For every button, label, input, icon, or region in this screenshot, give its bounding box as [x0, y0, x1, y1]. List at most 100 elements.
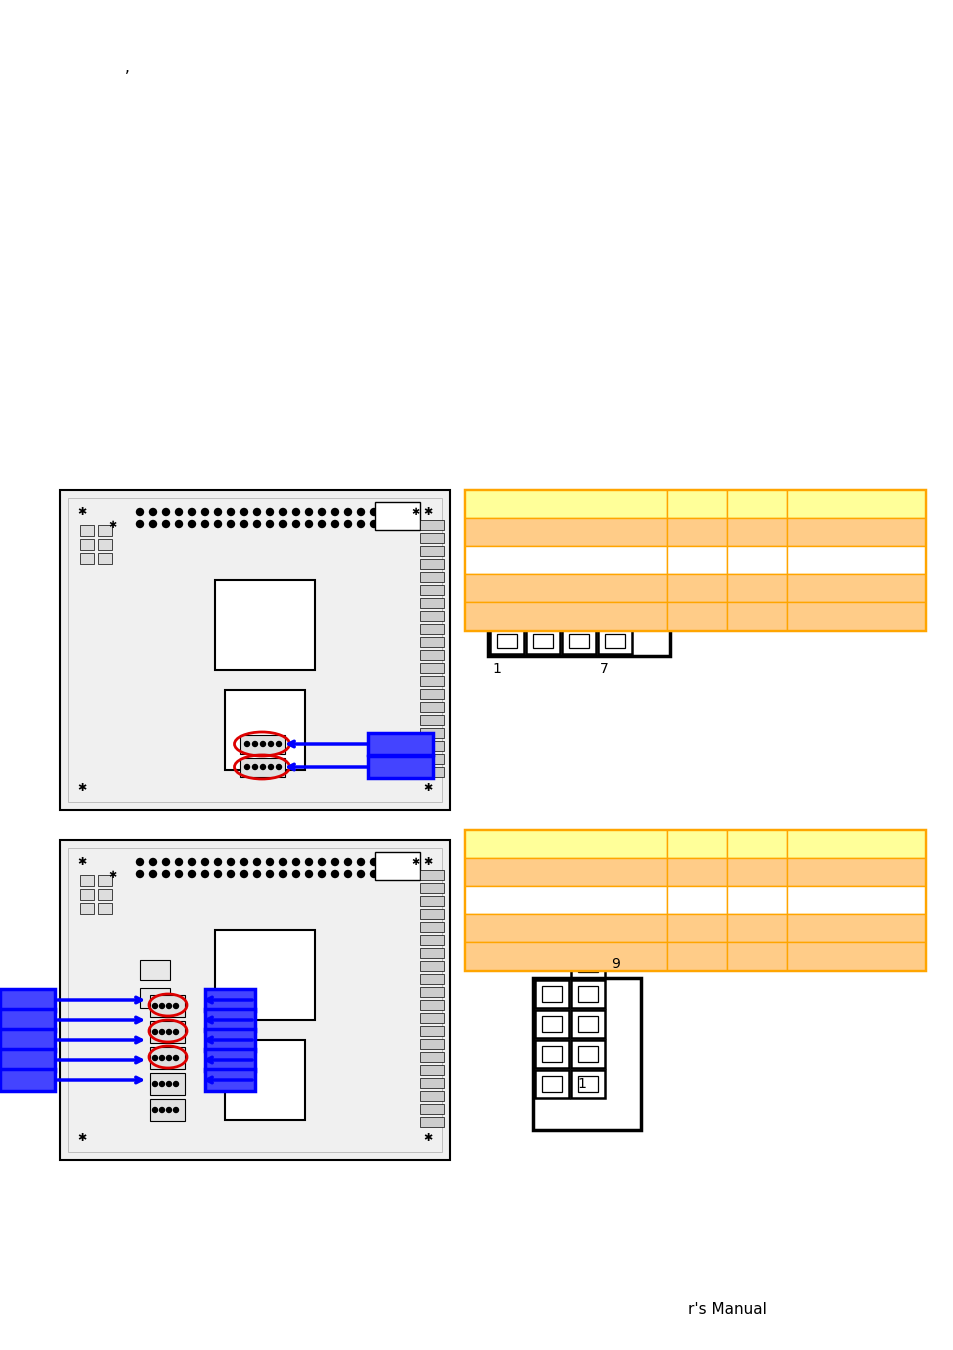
Bar [640, 606, 659, 620]
Circle shape [344, 521, 351, 528]
Text: ✱: ✱ [423, 508, 433, 517]
Bar [786, 545, 924, 574]
Bar [419, 1104, 443, 1114]
Circle shape [383, 509, 390, 516]
Bar [419, 624, 443, 634]
Circle shape [370, 509, 377, 516]
Circle shape [240, 521, 247, 528]
Bar [667, 914, 726, 942]
Circle shape [260, 741, 265, 747]
Circle shape [253, 509, 260, 516]
Circle shape [189, 521, 195, 528]
Circle shape [175, 521, 182, 528]
Bar [0, 990, 55, 1011]
Text: ✱: ✱ [411, 508, 418, 517]
Bar [634, 599, 667, 626]
Bar [488, 598, 669, 656]
Circle shape [260, 764, 265, 769]
Circle shape [253, 859, 260, 865]
Bar [419, 1116, 443, 1127]
Bar [464, 942, 667, 971]
Bar [60, 490, 450, 810]
Circle shape [201, 859, 209, 865]
Bar [419, 987, 443, 998]
Bar [419, 702, 443, 711]
Circle shape [150, 521, 156, 528]
Circle shape [305, 521, 313, 528]
Circle shape [305, 859, 313, 865]
Circle shape [189, 859, 195, 865]
Bar [80, 890, 94, 900]
Bar [667, 490, 726, 518]
Circle shape [240, 509, 247, 516]
Bar [490, 628, 523, 653]
Circle shape [214, 509, 221, 516]
Circle shape [214, 859, 221, 865]
Bar [726, 602, 786, 630]
Circle shape [318, 521, 325, 528]
Bar [571, 1010, 604, 1038]
Bar [98, 875, 112, 886]
Bar [786, 914, 924, 942]
Bar [150, 995, 185, 1017]
Circle shape [136, 871, 143, 878]
Circle shape [293, 509, 299, 516]
Bar [419, 1091, 443, 1102]
Bar [786, 574, 924, 602]
Circle shape [136, 859, 143, 865]
Circle shape [227, 521, 234, 528]
Bar [533, 977, 640, 1130]
Circle shape [162, 871, 170, 878]
Circle shape [318, 871, 325, 878]
Bar [464, 859, 667, 886]
Bar [419, 716, 443, 725]
Bar [419, 649, 443, 660]
Bar [225, 1040, 305, 1120]
Circle shape [266, 871, 274, 878]
Bar [542, 1076, 561, 1092]
Circle shape [279, 509, 286, 516]
Bar [786, 830, 924, 859]
Bar [598, 599, 631, 626]
Circle shape [370, 859, 377, 865]
Bar [571, 1040, 604, 1068]
Bar [419, 520, 443, 531]
Bar [726, 545, 786, 574]
Bar [0, 1049, 55, 1071]
Bar [0, 1008, 55, 1031]
Text: ✱: ✱ [423, 1133, 433, 1143]
Bar [80, 554, 94, 564]
Bar [214, 580, 314, 670]
Circle shape [227, 509, 234, 516]
Bar [60, 840, 450, 1160]
Circle shape [167, 1003, 172, 1008]
Bar [605, 633, 624, 648]
Bar [375, 502, 419, 531]
Bar [419, 1065, 443, 1075]
Bar [726, 914, 786, 942]
Bar [533, 633, 552, 648]
Text: ✱: ✱ [108, 869, 116, 880]
Bar [419, 869, 443, 880]
Circle shape [189, 509, 195, 516]
Bar [240, 757, 285, 778]
Circle shape [152, 1056, 157, 1061]
Bar [419, 1012, 443, 1023]
Bar [419, 961, 443, 971]
Circle shape [173, 1107, 178, 1112]
Bar [569, 633, 588, 648]
Text: 1: 1 [577, 1077, 585, 1091]
Circle shape [159, 1081, 164, 1087]
Bar [80, 525, 94, 536]
Circle shape [162, 521, 170, 528]
Circle shape [370, 521, 377, 528]
Circle shape [266, 509, 274, 516]
Text: ✱: ✱ [77, 1133, 87, 1143]
Bar [667, 574, 726, 602]
Bar [605, 606, 624, 620]
Circle shape [331, 521, 338, 528]
Bar [98, 890, 112, 900]
Bar [419, 1000, 443, 1010]
Circle shape [152, 1030, 157, 1034]
Bar [464, 574, 667, 602]
